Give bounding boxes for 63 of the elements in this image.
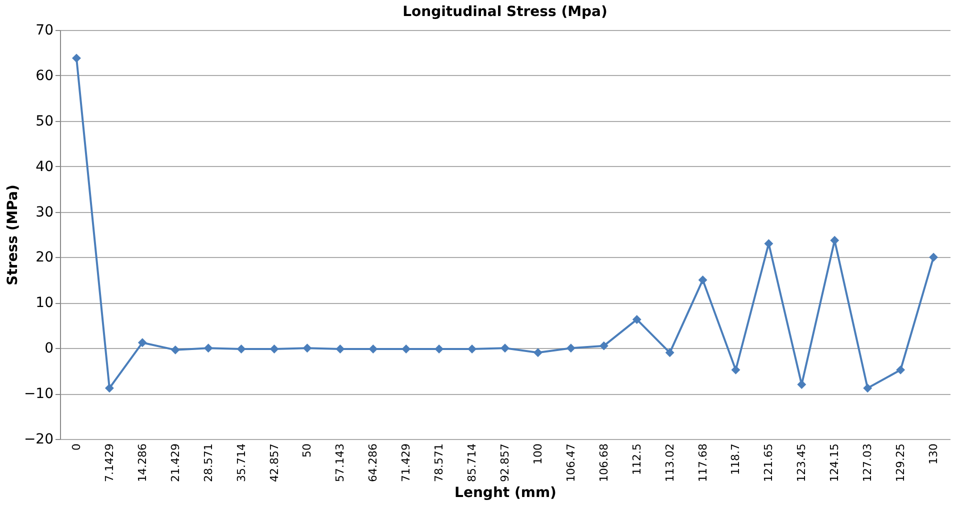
x-tick-label: 118.7	[729, 444, 742, 475]
x-tick-label: 121.65	[762, 444, 776, 482]
x-tick-label: 64.286	[366, 444, 380, 482]
y-tick-label: 40	[36, 158, 54, 175]
x-tick-label: 127.03	[861, 444, 874, 482]
point	[336, 344, 345, 354]
y-tick-label: −10	[24, 386, 54, 402]
chart-title: Longitudinal Stress (Mpa)	[402, 4, 608, 20]
point	[566, 344, 576, 353]
x-tick-label: 130	[927, 444, 940, 464]
x-tick-label: 42.857	[268, 444, 281, 482]
x-tick-label: 57.143	[334, 444, 347, 482]
x-tick-label: 50	[300, 444, 314, 458]
x-tick-label: 106.47	[564, 444, 578, 482]
point	[170, 345, 180, 354]
x-axis-title: Lenght (mm)	[454, 484, 556, 501]
point	[632, 315, 642, 324]
point	[731, 365, 740, 374]
x-tick-label: 112.5	[630, 444, 644, 475]
point	[929, 252, 938, 262]
x-tick-label: 129.25	[894, 444, 908, 482]
point	[500, 344, 510, 353]
y-tick-label: 60	[36, 68, 54, 84]
x-tick-label: 117.68	[696, 444, 710, 482]
point	[665, 348, 674, 358]
point	[72, 54, 81, 63]
point	[468, 344, 477, 354]
point	[302, 344, 312, 353]
y-tick-label: 20	[36, 250, 54, 266]
x-tick-label: 71.429	[400, 444, 413, 482]
y-tick-label: 30	[36, 204, 54, 220]
x-tick-label: 113.02	[663, 444, 676, 482]
x-tick-label: 106.68	[597, 444, 610, 482]
x-tick-label: 78.571	[432, 444, 446, 482]
y-tick-label: 10	[36, 295, 54, 312]
y-tick-label: 50	[36, 113, 54, 130]
point	[138, 338, 147, 348]
x-tick-label: 123.45	[795, 444, 808, 482]
x-tick-label: 0	[70, 444, 83, 450]
point	[236, 344, 246, 354]
y-tick-label: 70	[36, 22, 54, 38]
x-tick-label: 92.857	[498, 444, 512, 482]
point	[270, 344, 279, 354]
x-tick-label: 100	[531, 444, 544, 464]
y-tick-label: −20	[24, 432, 54, 448]
x-tick-label: 14.286	[136, 444, 149, 482]
x-tick-label: 21.429	[168, 444, 182, 482]
x-tick-label: 124.15	[828, 444, 842, 482]
point	[104, 384, 114, 393]
point	[896, 365, 906, 374]
point	[698, 275, 708, 284]
point	[368, 344, 378, 354]
point	[599, 341, 608, 350]
x-tick-label: 7.1429	[102, 444, 116, 482]
x-tick-label: 35.714	[234, 444, 248, 482]
point	[533, 348, 542, 358]
point	[863, 384, 872, 393]
y-tick-label: 0	[44, 340, 54, 357]
point	[204, 344, 213, 353]
y-axis-title: Stress (MPa)	[4, 184, 21, 286]
point	[764, 239, 774, 248]
x-tick-label: 28.571	[202, 444, 215, 482]
x-tick-label: 85.714	[466, 444, 479, 482]
